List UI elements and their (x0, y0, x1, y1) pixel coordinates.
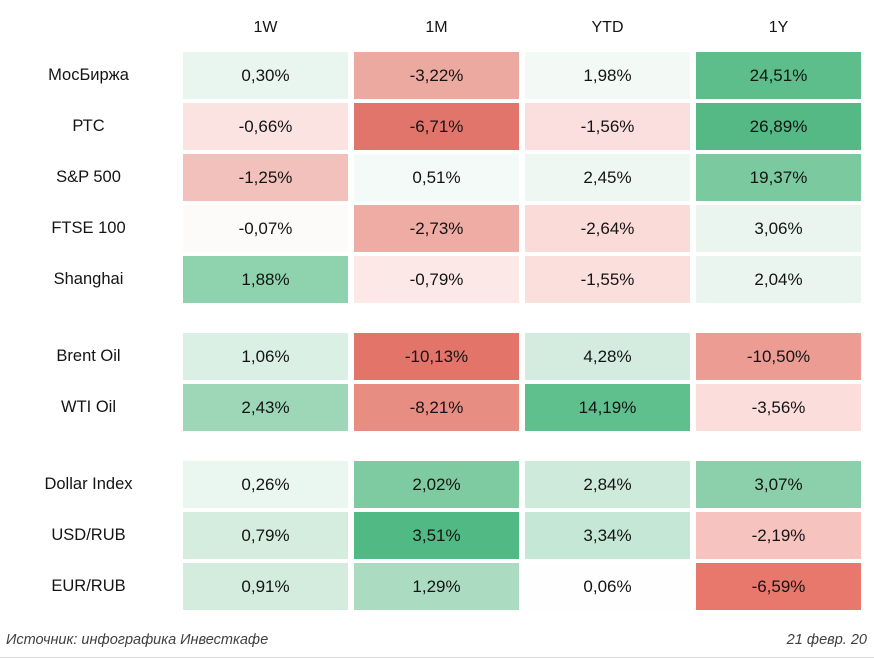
heatmap-cell: 2,43% (183, 384, 348, 431)
heatmap-group-commodities: Brent Oil 1,06% -10,13% 4,28% -10,50% WTI Oil… (0, 333, 874, 431)
row-label: Shanghai (53, 270, 124, 288)
heatmap-cell: 2,04% (696, 256, 861, 303)
heatmap-cell: 2,02% (354, 461, 519, 508)
table-row: S&P 500 -1,25% 0,51% 2,45% 19,37% (0, 154, 874, 201)
heatmap-cell: 0,06% (525, 563, 690, 610)
heatmap-cell: 0,91% (183, 563, 348, 610)
table-row: РТС -0,66% -6,71% -1,56% 26,89% (0, 103, 874, 150)
heatmap-cell: -1,56% (525, 103, 690, 150)
heatmap-cell: -2,19% (696, 512, 861, 559)
row-label: USD/RUB (51, 526, 126, 544)
heatmap-cell: 1,88% (183, 256, 348, 303)
column-header-1y: 1Y (768, 19, 789, 36)
heatmap-body: МосБиржа 0,30% -3,22% 1,98% 24,51% РТС -0,66% -… (0, 52, 874, 610)
heatmap-cell: 2,45% (525, 154, 690, 201)
row-label: МосБиржа (48, 66, 129, 84)
performance-heatmap: 1W 1M YTD 1Y МосБиржа 0,30% -3,22% 1,98% 24,… (0, 8, 874, 610)
heatmap-cell: -1,25% (183, 154, 348, 201)
heatmap-cell: 3,06% (696, 205, 861, 252)
heatmap-cell: 26,89% (696, 103, 861, 150)
column-header-1m: 1M (425, 19, 448, 36)
table-row: Dollar Index 0,26% 2,02% 2,84% 3,07% (0, 461, 874, 508)
row-label: Brent Oil (56, 347, 121, 365)
heatmap-cell: -3,56% (696, 384, 861, 431)
row-label: WTI Oil (61, 398, 116, 416)
table-row: EUR/RUB 0,91% 1,29% 0,06% -6,59% (0, 563, 874, 610)
date-label: 21 февр. 20 (786, 632, 867, 648)
heatmap-cell: 0,30% (183, 52, 348, 99)
heatmap-cell: 24,51% (696, 52, 861, 99)
heatmap-cell: -0,66% (183, 103, 348, 150)
heatmap-cell: 1,29% (354, 563, 519, 610)
row-label: Dollar Index (44, 475, 133, 493)
heatmap-cell: 1,98% (525, 52, 690, 99)
footer: Источник: инфографика Инвесткафе 21 февр… (6, 632, 867, 648)
heatmap-cell: 1,06% (183, 333, 348, 380)
heatmap-cell: 14,19% (525, 384, 690, 431)
heatmap-cell: -2,73% (354, 205, 519, 252)
heatmap-cell: 0,79% (183, 512, 348, 559)
column-header-1w: 1W (253, 19, 278, 36)
column-header-ytd: YTD (591, 19, 624, 36)
heatmap-cell: -0,79% (354, 256, 519, 303)
heatmap-cell: -3,22% (354, 52, 519, 99)
row-label: S&P 500 (56, 168, 121, 186)
heatmap-cell: 0,51% (354, 154, 519, 201)
heatmap-cell: -0,07% (183, 205, 348, 252)
table-row: USD/RUB 0,79% 3,51% 3,34% -2,19% (0, 512, 874, 559)
heatmap-group-currencies: Dollar Index 0,26% 2,02% 2,84% 3,07% USD/RUB 0… (0, 461, 874, 610)
table-row: FTSE 100 -0,07% -2,73% -2,64% 3,06% (0, 205, 874, 252)
table-row: Shanghai 1,88% -0,79% -1,55% 2,04% (0, 256, 874, 303)
header-row: 1W 1M YTD 1Y (0, 8, 874, 48)
heatmap-cell: -10,13% (354, 333, 519, 380)
heatmap-cell: 3,34% (525, 512, 690, 559)
heatmap-cell: 2,84% (525, 461, 690, 508)
source-note: Источник: инфографика Инвесткафе (6, 632, 269, 648)
table-row: Brent Oil 1,06% -10,13% 4,28% -10,50% (0, 333, 874, 380)
heatmap-cell: -1,55% (525, 256, 690, 303)
heatmap-cell: -6,59% (696, 563, 861, 610)
table-row: WTI Oil 2,43% -8,21% 14,19% -3,56% (0, 384, 874, 431)
heatmap-cell: -8,21% (354, 384, 519, 431)
heatmap-cell: 3,07% (696, 461, 861, 508)
table-row: МосБиржа 0,30% -3,22% 1,98% 24,51% (0, 52, 874, 99)
heatmap-cell: -10,50% (696, 333, 861, 380)
heatmap-cell: -2,64% (525, 205, 690, 252)
row-label: РТС (72, 117, 105, 135)
heatmap-cell: 4,28% (525, 333, 690, 380)
heatmap-cell: 0,26% (183, 461, 348, 508)
row-label: EUR/RUB (51, 577, 126, 595)
heatmap-group-equity-indices: МосБиржа 0,30% -3,22% 1,98% 24,51% РТС -0,66% -… (0, 52, 874, 303)
row-label: FTSE 100 (51, 219, 126, 237)
heatmap-cell: 19,37% (696, 154, 861, 201)
heatmap-cell: -6,71% (354, 103, 519, 150)
heatmap-cell: 3,51% (354, 512, 519, 559)
